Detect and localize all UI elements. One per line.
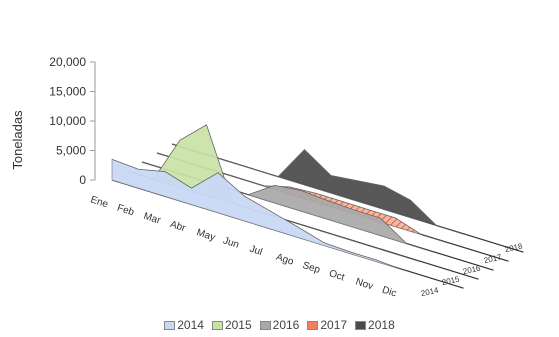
x-tick-label: Ago [275, 252, 296, 268]
x-tick-label: Nov [354, 276, 374, 292]
legend-item-2016: 2016 [259, 318, 300, 332]
series-2014 [111, 158, 464, 289]
series-edge [111, 158, 404, 271]
y-tick-label: 20,000 [49, 55, 86, 69]
series-layer [111, 124, 524, 289]
legend-label: 2016 [272, 318, 300, 332]
y-axis: 0 5,000 10,000 15,000 20,000 [49, 55, 96, 187]
legend-swatch [355, 321, 367, 330]
x-tick-label: Sep [301, 260, 322, 276]
y-tick-label: 5,000 [56, 144, 86, 158]
legend-swatch [307, 321, 319, 330]
legend: 2014 2015 2016 2017 2018 [0, 318, 559, 332]
y-tick-label: 15,000 [49, 85, 86, 99]
y-tick-label: 10,000 [49, 114, 86, 128]
x-tick-label: Abr [169, 219, 188, 234]
legend-label: 2018 [368, 318, 395, 332]
depth-tick-label: 2015 [441, 275, 461, 288]
depth-tick-label: 2016 [462, 264, 482, 277]
x-tick-label: Ene [89, 194, 110, 210]
legend-item-2015: 2015 [211, 318, 252, 332]
depth-tick-label: 2014 [420, 286, 440, 299]
legend-label: 2014 [177, 318, 204, 332]
series-edge [171, 143, 464, 235]
x-axis: Ene Feb Mar Abr May Jun Jul Ago Sep Oct Nov Dic [89, 194, 398, 299]
legend-label: 2015 [224, 318, 252, 332]
x-tick-label: Dic [381, 285, 398, 300]
legend-item-2017: 2017 [307, 318, 347, 332]
y-axis-title: Toneladas [10, 110, 25, 170]
legend-swatch [164, 321, 176, 330]
depth-tick-label: 2017 [483, 253, 503, 266]
legend-swatch [211, 321, 223, 330]
x-tick-label: Feb [116, 203, 136, 219]
x-tick-label: Jul [248, 244, 264, 258]
x-tick-label: May [195, 227, 216, 243]
x-tick-label: Mar [142, 211, 162, 227]
x-tick-label: Oct [328, 268, 346, 283]
x-tick-label: Jun [222, 235, 241, 250]
legend-swatch [259, 321, 271, 330]
legend-label: 2017 [320, 318, 348, 332]
depth-tick-label: 2018 [504, 242, 524, 255]
y-tick-label: 0 [79, 173, 86, 187]
legend-item-2014: 2014 [164, 318, 204, 332]
series-2018 [171, 143, 524, 253]
legend-item-2018: 2018 [355, 318, 395, 332]
